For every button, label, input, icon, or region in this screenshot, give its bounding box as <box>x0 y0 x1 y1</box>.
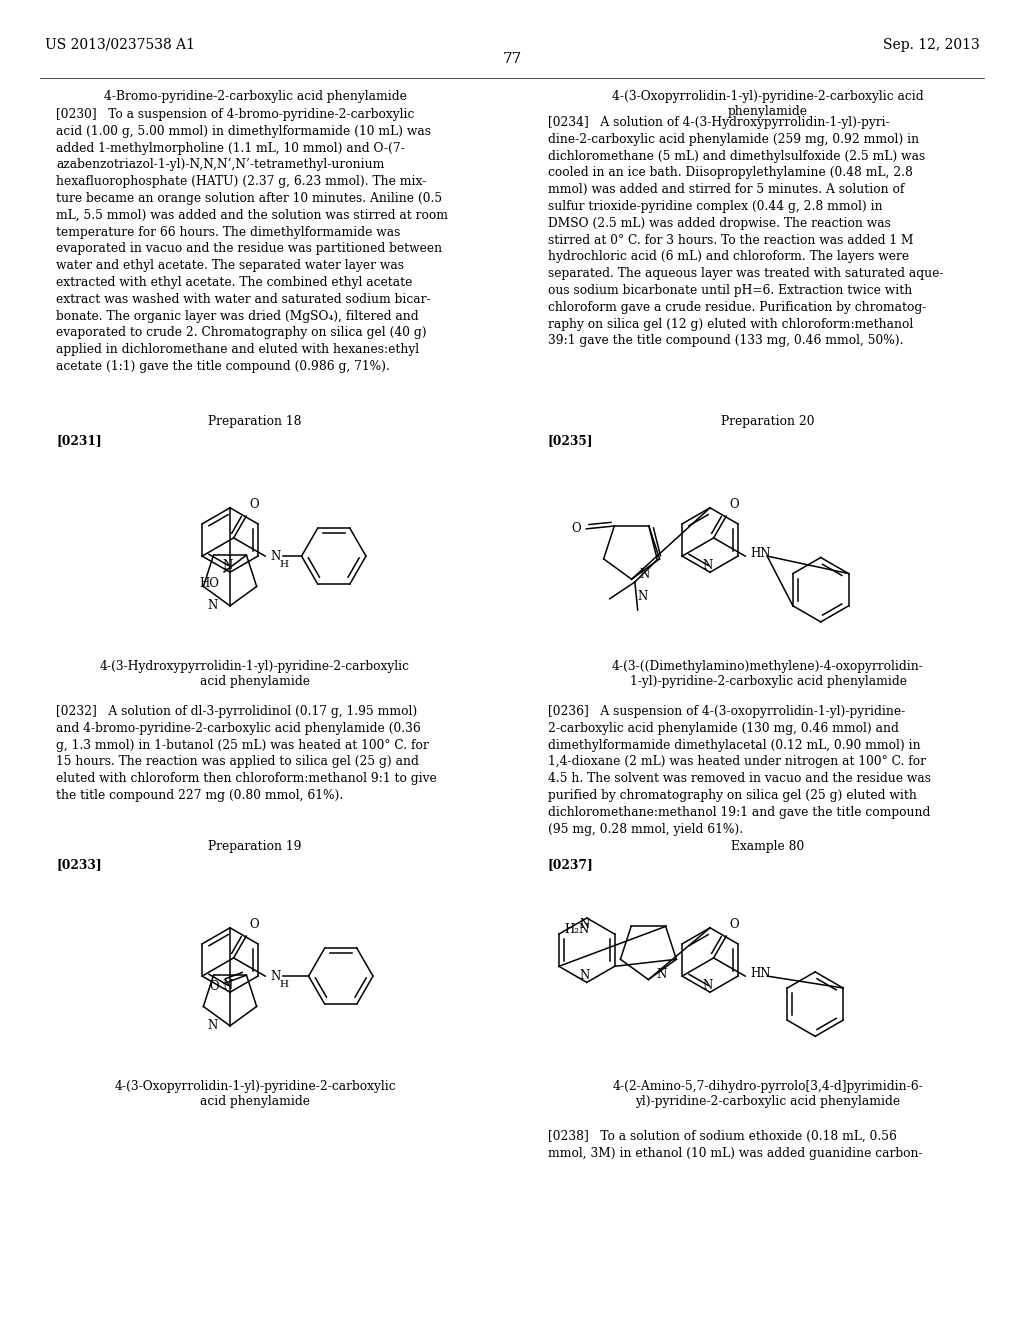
Text: N: N <box>208 599 218 612</box>
Text: 4-Bromo-pyridine-2-carboxylic acid phenylamide: 4-Bromo-pyridine-2-carboxylic acid pheny… <box>103 90 407 103</box>
Text: [0232]   A solution of dl-3-pyrrolidinol (0.17 g, 1.95 mmol)
and 4-bromo-pyridin: [0232] A solution of dl-3-pyrrolidinol (… <box>56 705 437 803</box>
Text: [0230]   To a suspension of 4-bromo-pyridine-2-carboxylic
acid (1.00 g, 5.00 mmo: [0230] To a suspension of 4-bromo-pyridi… <box>56 108 449 374</box>
Text: [0231]: [0231] <box>56 434 102 447</box>
Text: H₂N: H₂N <box>564 923 589 936</box>
Text: HO: HO <box>200 577 219 590</box>
Text: N: N <box>270 970 281 982</box>
Text: [0234]   A solution of 4-(3-Hydroxypyrrolidin-1-yl)-pyri-
dine-2-carboxylic acid: [0234] A solution of 4-(3-Hydroxypyrroli… <box>548 116 943 347</box>
Text: N: N <box>702 558 713 572</box>
Text: 4-(3-Oxopyrrolidin-1-yl)-pyridine-2-carboxylic acid
phenylamide: 4-(3-Oxopyrrolidin-1-yl)-pyridine-2-carb… <box>612 90 924 117</box>
Text: N: N <box>270 549 281 562</box>
Text: 77: 77 <box>503 51 521 66</box>
Text: N: N <box>638 590 648 603</box>
Text: H: H <box>280 979 288 989</box>
Text: O: O <box>249 498 259 511</box>
Text: Preparation 20: Preparation 20 <box>721 414 815 428</box>
Text: N: N <box>208 1019 218 1032</box>
Text: N: N <box>223 978 233 991</box>
Text: 4-(3-Oxopyrrolidin-1-yl)-pyridine-2-carboxylic
acid phenylamide: 4-(3-Oxopyrrolidin-1-yl)-pyridine-2-carb… <box>115 1080 396 1107</box>
Text: [0233]: [0233] <box>56 858 102 871</box>
Text: HN: HN <box>751 546 771 560</box>
Text: [0236]   A suspension of 4-(3-oxopyrrolidin-1-yl)-pyridine-
2-carboxylic acid ph: [0236] A suspension of 4-(3-oxopyrrolidi… <box>548 705 931 836</box>
Text: US 2013/0237538 A1: US 2013/0237538 A1 <box>45 38 195 51</box>
Text: O: O <box>249 919 259 931</box>
Text: N: N <box>580 919 590 932</box>
Text: Sep. 12, 2013: Sep. 12, 2013 <box>884 38 980 51</box>
Text: Example 80: Example 80 <box>731 840 805 853</box>
Text: [0235]: [0235] <box>548 434 593 447</box>
Text: Preparation 19: Preparation 19 <box>208 840 302 853</box>
Text: O: O <box>210 979 219 993</box>
Text: H: H <box>280 560 288 569</box>
Text: O: O <box>729 498 739 511</box>
Text: N: N <box>640 568 650 581</box>
Text: O: O <box>729 919 739 931</box>
Text: N: N <box>702 978 713 991</box>
Text: 4-(3-((Dimethylamino)methylene)-4-oxopyrrolidin-
1-yl)-pyridine-2-carboxylic aci: 4-(3-((Dimethylamino)methylene)-4-oxopyr… <box>612 660 924 688</box>
Text: O: O <box>571 523 582 536</box>
Text: [0237]: [0237] <box>548 858 594 871</box>
Text: 4-(3-Hydroxypyrrolidin-1-yl)-pyridine-2-carboxylic
acid phenylamide: 4-(3-Hydroxypyrrolidin-1-yl)-pyridine-2-… <box>100 660 410 688</box>
Text: N: N <box>580 969 590 982</box>
Text: N: N <box>223 558 233 572</box>
Text: Preparation 18: Preparation 18 <box>208 414 302 428</box>
Text: [0238]   To a solution of sodium ethoxide (0.18 mL, 0.56
mmol, 3M) in ethanol (1: [0238] To a solution of sodium ethoxide … <box>548 1130 923 1160</box>
Text: 4-(2-Amino-5,7-dihydro-pyrrolo[3,4-d]pyrimidin-6-
yl)-pyridine-2-carboxylic acid: 4-(2-Amino-5,7-dihydro-pyrrolo[3,4-d]pyr… <box>612 1080 924 1107</box>
Text: HN: HN <box>751 966 771 979</box>
Text: N: N <box>656 968 667 981</box>
